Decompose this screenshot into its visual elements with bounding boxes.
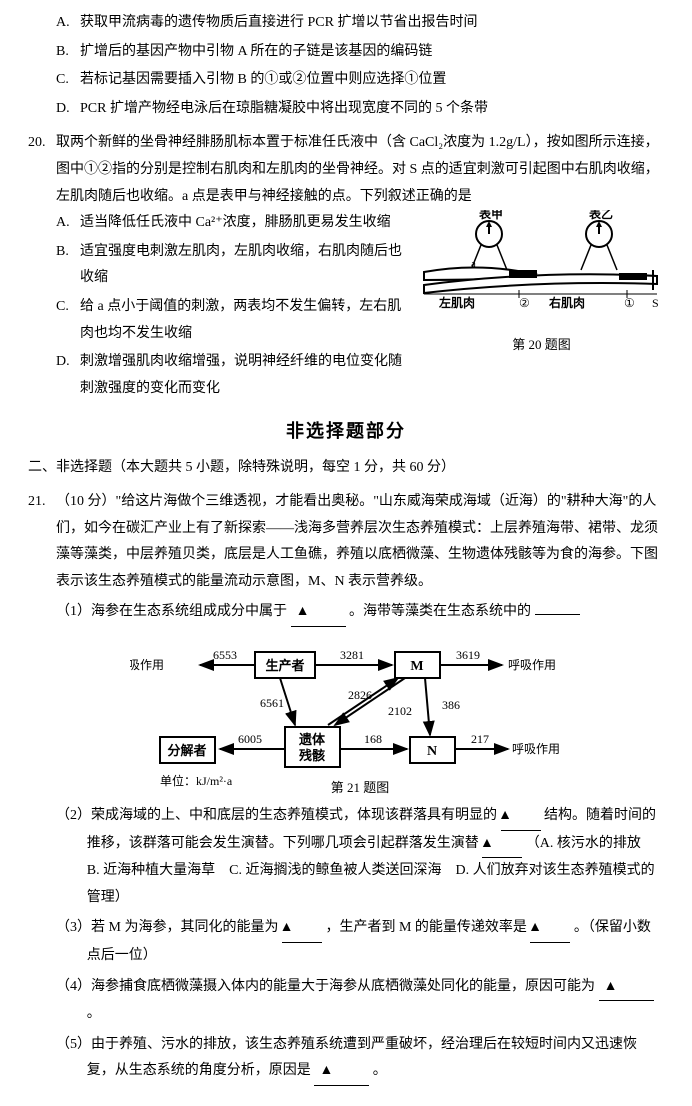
sub-text: 。海带等藻类在生态系统中的 <box>349 604 531 619</box>
svg-text:386: 386 <box>442 698 460 712</box>
blank-triangle: ▲ <box>280 920 294 935</box>
q20-option-b: B. 适宜强度电刺激左肌肉，左肌肉收缩，右肌肉随后也收缩 <box>56 239 413 292</box>
svg-text:分解者: 分解者 <box>167 743 206 758</box>
svg-text:168: 168 <box>364 732 382 746</box>
q20: 20. 取两个新鲜的坐骨神经腓肠肌标本置于标准任氏液中（含 CaCl₂浓度为 1… <box>28 130 664 404</box>
option-text: 适宜强度电刺激左肌肉，左肌肉收缩，右肌肉随后也收缩 <box>80 239 413 292</box>
option-text: 给 a 点小于阈值的刺激，两表均不发生偏转，左右肌肉也均不发生收缩 <box>80 294 413 347</box>
svg-text:遗体: 遗体 <box>298 732 326 747</box>
option-text: 扩增后的基因产物中引物 A 所在的子链是该基因的编码链 <box>80 39 664 66</box>
svg-text:残骸: 残骸 <box>299 748 325 763</box>
svg-text:2102: 2102 <box>388 704 412 718</box>
fig-label-left: 左肌肉 <box>438 295 475 310</box>
option-letter: A. <box>56 10 80 37</box>
svg-text:6561: 6561 <box>260 696 284 710</box>
svg-text:3619: 3619 <box>456 648 480 662</box>
fig-label-s: S <box>652 296 659 310</box>
q20-option-a: A. 适当降低任氏液中 Ca²⁺浓度，腓肠肌更易发生收缩 <box>56 210 413 237</box>
blank-triangle: ▲ <box>480 836 494 851</box>
sub-text: （1）海参在生态系统组成成分中属于 <box>56 604 287 619</box>
q20-stem: 取两个新鲜的坐骨神经腓肠肌标本置于标准任氏液中（含 CaCl₂浓度为 1.2g/… <box>56 130 664 210</box>
sub-text: ，生产者到 M 的能量传递效率是 <box>325 920 526 935</box>
svg-text:3281: 3281 <box>340 648 364 662</box>
option-letter: C. <box>56 294 80 347</box>
sub-text: （4）海参捕食底栖微藻摄入体内的能量大于海参从底栖微藻处同化的能量，原因可能为 <box>56 979 595 994</box>
option-letter: B. <box>56 39 80 66</box>
fig-label-a: a <box>471 258 476 270</box>
svg-text:6005: 6005 <box>238 732 262 746</box>
fig-label-1: ① <box>624 296 635 310</box>
svg-text:M: M <box>410 659 423 674</box>
q21-sub1: （1）海参在生态系统组成成分中属于 ▲ 。海带等藻类在生态系统中的 <box>56 599 664 627</box>
option-letter: A. <box>56 210 80 237</box>
option-letter: C. <box>56 67 80 94</box>
svg-text:2826: 2826 <box>348 688 372 702</box>
option-text: PCR 扩增产物经电泳后在琼脂糖凝胶中将出现宽度不同的 5 个条带 <box>80 96 664 123</box>
q19-option-b: B. 扩增后的基因产物中引物 A 所在的子链是该基因的编码链 <box>56 39 664 66</box>
option-letter: D. <box>56 96 80 123</box>
svg-text:N: N <box>427 744 437 759</box>
sub-text: 。 <box>87 1006 101 1021</box>
option-text: 获取甲流病毒的遗传物质后直接进行 PCR 扩增以节省出报告时间 <box>80 10 664 37</box>
fig-label-jia: 表甲 <box>478 210 503 221</box>
q21-sub5: （5）由于养殖、污水的排放，该生态养殖系统遭到严重破坏，经治理后在较短时间内又迅… <box>56 1032 664 1086</box>
q21-sub4: （4）海参捕食底栖微藻摄入体内的能量大于海参从底栖微藻处同化的能量，原因可能为 … <box>56 974 664 1028</box>
option-letter: D. <box>56 349 80 402</box>
blank-triangle: ▲ <box>319 1063 333 1078</box>
blank-triangle: ▲ <box>604 979 618 994</box>
svg-text:呼吸作用: 呼吸作用 <box>512 742 560 756</box>
blank-triangle: ▲ <box>296 604 310 619</box>
q21-sub2: （2）荣成海域的上、中和底层的生态养殖模式，体现该群落具有明显的 ▲ 结构。随着… <box>56 803 664 911</box>
q20-option-c: C. 给 a 点小于阈值的刺激，两表均不发生偏转，左右肌肉也均不发生收缩 <box>56 294 413 347</box>
fig-label-right: 右肌肉 <box>548 295 585 310</box>
blank-triangle: ▲ <box>498 808 512 823</box>
q19-option-a: A. 获取甲流病毒的遗传物质后直接进行 PCR 扩增以节省出报告时间 <box>56 10 664 37</box>
svg-text:第 21 题图: 第 21 题图 <box>331 780 390 795</box>
sub-text: （3）若 M 为海参，其同化的能量为 <box>56 920 278 935</box>
question-number: 20. <box>28 130 56 404</box>
svg-text:呼吸作用: 呼吸作用 <box>508 658 556 672</box>
section-subtitle: 二、非选择题（本大题共 5 小题，除特殊说明，每空 1 分，共 60 分） <box>28 455 664 482</box>
q20-option-d: D. 刺激增强肌肉收缩增强，说明神经纤维的电位变化随刺激强度的变化而变化 <box>56 349 413 402</box>
option-letter: B. <box>56 239 80 292</box>
sub-text: 。 <box>373 1063 387 1078</box>
fig-label-2: ② <box>519 296 530 310</box>
q21-stem: （10 分）"给这片海做个三维透视，才能看出奥秘。"山东威海荣成海域（近海）的"… <box>56 489 664 595</box>
q21: 21. （10 分）"给这片海做个三维透视，才能看出奥秘。"山东威海荣成海域（近… <box>28 489 664 1086</box>
section-title: 非选择题部分 <box>28 414 664 448</box>
svg-text:呼吸作用: 呼吸作用 <box>130 658 164 672</box>
q19-option-c: C. 若标记基因需要插入引物 B 的①或②位置中则应选择①位置 <box>56 67 664 94</box>
option-text: 若标记基因需要插入引物 B 的①或②位置中则应选择①位置 <box>80 67 664 94</box>
sub-text: （2）荣成海域的上、中和底层的生态养殖模式，体现该群落具有明显的 <box>56 808 497 823</box>
q21-flow-figure: 生产者 M 遗体 残骸 N 分解者 6553 呼吸作用 3281 3619 呼吸… <box>120 637 600 797</box>
q20-figure-caption: 第 20 题图 <box>419 333 664 358</box>
q21-sub3: （3）若 M 为海参，其同化的能量为 ▲ ，生产者到 M 的能量传递效率是 ▲ … <box>56 915 664 969</box>
option-text: 适当降低任氏液中 Ca²⁺浓度，腓肠肌更易发生收缩 <box>80 210 413 237</box>
blank-triangle: ▲ <box>528 920 542 935</box>
q20-figure: a 表甲 表乙 左肌肉 右肌肉 ② ① S 第 20 题图 <box>419 210 664 340</box>
fig-label-yi: 表乙 <box>588 210 613 221</box>
svg-text:单位：kJ/m²·a: 单位：kJ/m²·a <box>160 773 233 788</box>
svg-text:生产者: 生产者 <box>265 658 304 673</box>
question-number: 21. <box>28 489 56 1086</box>
svg-text:217: 217 <box>471 732 489 746</box>
option-text: 刺激增强肌肉收缩增强，说明神经纤维的电位变化随刺激强度的变化而变化 <box>80 349 413 402</box>
svg-text:6553: 6553 <box>213 648 237 662</box>
q19-option-d: D. PCR 扩增产物经电泳后在琼脂糖凝胶中将出现宽度不同的 5 个条带 <box>56 96 664 123</box>
